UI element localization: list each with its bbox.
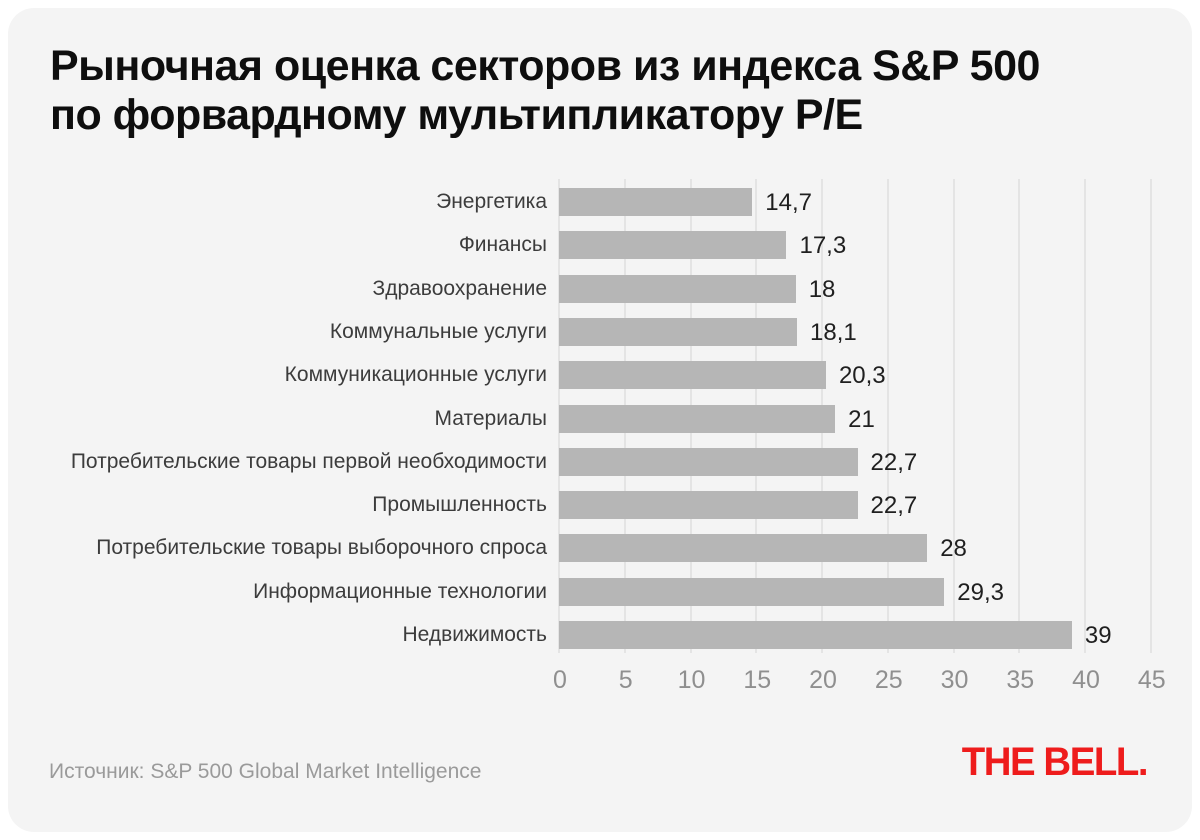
bar-row: Потребительские товары выборочного спрос… <box>0 526 1200 569</box>
value-label: 17,3 <box>799 232 847 260</box>
category-label: Потребительские товары выборочного спрос… <box>96 536 547 560</box>
value-label: 39 <box>1084 622 1112 649</box>
bar <box>559 534 928 563</box>
value-label: 22,7 <box>870 492 918 520</box>
bar-row: Материалы 21 <box>0 397 1200 440</box>
bar-row: Информационные технологии 29,3 <box>0 570 1200 613</box>
bar-row: Финансы 17,3 <box>0 223 1200 266</box>
x-tick-label: 35 <box>1006 666 1035 694</box>
x-tick-label: 25 <box>874 666 903 694</box>
value-label: 18 <box>808 275 836 303</box>
bar <box>559 447 858 476</box>
category-label: Коммунальные услуги <box>329 319 547 343</box>
category-label: Энергетика <box>436 190 547 213</box>
x-tick-label: 20 <box>809 666 837 694</box>
category-label: Потребительские товары первой необходимо… <box>70 449 547 473</box>
bar-row: Здравоохранение 18 <box>0 267 1200 310</box>
value-label: 29,3 <box>957 578 1004 606</box>
gridline <box>952 179 955 653</box>
the-bell-logo: THE BELL. <box>961 740 1149 784</box>
x-tick-label: 0 <box>553 666 567 694</box>
value-label: 18,1 <box>810 318 857 346</box>
value-label: 20,3 <box>838 362 886 390</box>
bar <box>559 577 945 606</box>
category-label: Коммуникационные услуги <box>284 363 547 387</box>
bar <box>559 491 858 520</box>
bar <box>559 188 753 216</box>
bar <box>559 231 787 260</box>
bar <box>559 317 797 346</box>
gridline <box>1018 179 1021 653</box>
title-line-2: по форвардному мультипликатору P/E <box>50 91 863 139</box>
x-tick-label: 45 <box>1137 666 1166 694</box>
x-tick-label: 15 <box>743 666 772 694</box>
x-tick-label: 5 <box>618 666 633 694</box>
bar <box>559 361 826 390</box>
category-label: Здравоохранение <box>372 276 547 300</box>
x-tick-label: 10 <box>677 666 706 694</box>
category-label: Материалы <box>434 406 547 430</box>
value-label: 22,7 <box>870 448 918 476</box>
value-label: 28 <box>940 535 967 563</box>
bar-row: Коммунальные услуги 18,1 <box>0 310 1200 353</box>
gridline <box>1149 179 1152 653</box>
bar-row: Потребительские товары первой необходимо… <box>0 440 1200 483</box>
bar <box>559 404 836 433</box>
bar <box>559 621 1072 649</box>
category-label: Недвижимость <box>402 623 547 646</box>
bar-row: Промышленность 22,7 <box>0 483 1200 526</box>
category-label: Информационные технологии <box>253 579 547 603</box>
value-label: 14,7 <box>765 189 813 216</box>
x-tick-label: 40 <box>1072 666 1100 694</box>
bar <box>559 274 796 303</box>
gridline <box>886 179 889 653</box>
value-label: 21 <box>848 405 875 433</box>
category-label: Финансы <box>458 233 547 257</box>
bar-row: Энергетика 14,7 <box>0 180 1200 223</box>
page-title: Рыночная оценка секторов из индекса S&P … <box>50 42 1040 140</box>
x-tick-label: 30 <box>940 666 969 694</box>
bar-row: Коммуникационные услуги 20,3 <box>0 353 1200 396</box>
bar-row: Недвижимость 39 <box>0 613 1200 656</box>
gridline <box>1084 179 1086 653</box>
category-label: Промышленность <box>372 493 547 517</box>
title-line-1: Рыночная оценка секторов из индекса S&P … <box>50 42 1040 90</box>
source-text: Источник: S&P 500 Global Market Intellig… <box>49 760 482 783</box>
x-axis: 0 5 10 15 20 25 30 35 40 45 <box>0 664 1200 698</box>
